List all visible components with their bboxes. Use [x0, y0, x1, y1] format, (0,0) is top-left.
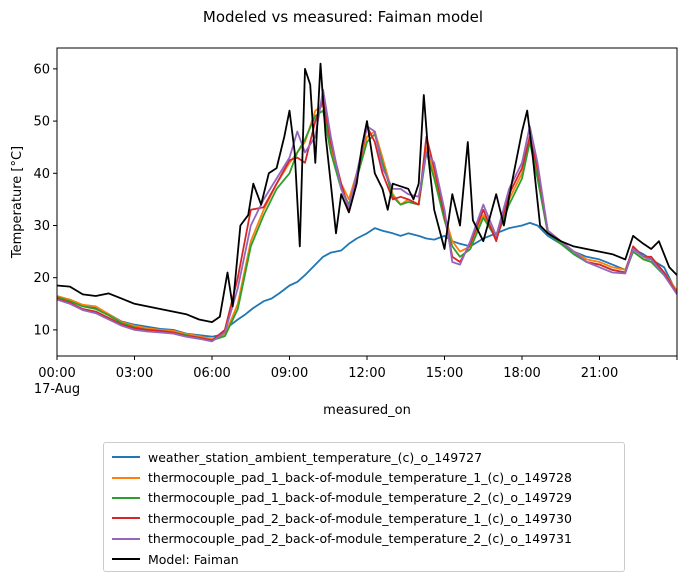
x-tick-label: 12:00	[348, 366, 385, 381]
x-tick-label: 18:00	[503, 366, 540, 381]
legend-label: thermocouple_pad_1_back-of-module_temper…	[148, 470, 572, 486]
x-tick-sublabel: 17-Aug	[34, 382, 80, 397]
legend-swatch	[112, 537, 140, 540]
legend-item: thermocouple_pad_2_back-of-module_temper…	[112, 529, 616, 549]
x-tick-label: 06:00	[193, 366, 230, 381]
legend-swatch	[112, 476, 140, 479]
y-axis-label: Temperature [°C]	[10, 146, 25, 259]
y-tick-label: 50	[33, 115, 50, 130]
x-tick-label: 09:00	[271, 366, 308, 381]
legend-item: thermocouple_pad_2_back-of-module_temper…	[112, 508, 616, 528]
legend-swatch	[112, 517, 140, 520]
series-line	[57, 88, 677, 343]
y-tick-label: 60	[33, 62, 50, 77]
chart-title: Modeled vs measured: Faiman model	[202, 8, 484, 26]
legend-swatch	[112, 558, 140, 561]
legend-label: thermocouple_pad_2_back-of-module_temper…	[148, 531, 572, 547]
y-tick-label: 20	[33, 271, 50, 286]
x-tick-label: 21:00	[581, 366, 618, 381]
legend-item: Model: Faiman	[112, 549, 616, 569]
y-tick-label: 30	[33, 219, 50, 234]
legend-swatch	[112, 496, 140, 499]
y-tick-label: 10	[33, 323, 50, 338]
legend-label: thermocouple_pad_2_back-of-module_temper…	[148, 510, 572, 526]
legend-label: weather_station_ambient_temperature_(c)_…	[148, 449, 483, 465]
x-tick-label: 15:00	[426, 366, 463, 381]
x-tick-label: 03:00	[116, 366, 153, 381]
legend-item: weather_station_ambient_temperature_(c)_…	[112, 447, 616, 467]
y-tick-label: 40	[33, 167, 50, 182]
series-line	[57, 221, 677, 338]
legend-item: thermocouple_pad_1_back-of-module_temper…	[112, 467, 616, 487]
legend-label: Model: Faiman	[148, 551, 239, 567]
x-tick-label: 00:00	[38, 366, 75, 381]
legend-item: thermocouple_pad_1_back-of-module_temper…	[112, 488, 616, 508]
series-line	[57, 109, 677, 342]
series-line	[57, 104, 677, 341]
legend-swatch	[112, 456, 140, 459]
legend-label: thermocouple_pad_1_back-of-module_temper…	[148, 490, 572, 506]
x-axis-label: measured_on	[323, 403, 411, 418]
axes-frame	[56, 47, 678, 357]
legend: weather_station_ambient_temperature_(c)_…	[103, 442, 625, 572]
series-line	[57, 62, 677, 324]
